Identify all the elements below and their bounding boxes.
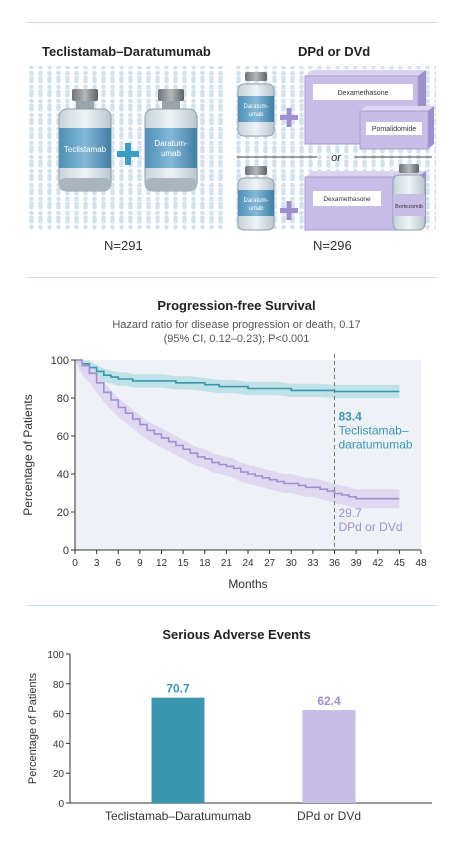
pfs-x-tick-label: 33 bbox=[307, 558, 319, 569]
or-label: or bbox=[331, 152, 342, 164]
pfs-dpd-value-label: 29.7 bbox=[339, 506, 363, 520]
vial-daratumumab-label-1: Daratum- bbox=[154, 139, 188, 148]
pfs-y-tick-label: 40 bbox=[57, 469, 69, 481]
vial-daratumumab-label-2: umab bbox=[161, 149, 182, 158]
sae-y-tick-label: 100 bbox=[47, 650, 64, 661]
small-vial-top-label-2: umab bbox=[248, 112, 264, 118]
right-arm-title: DPd or DVd bbox=[298, 44, 371, 59]
divider-1 bbox=[27, 277, 437, 278]
sae-bar-teclistamab bbox=[151, 697, 205, 803]
sae-chart: 0 20 40 60 80 100 Percentage of Patients 70.7 Te… bbox=[27, 650, 432, 823]
sae-y-axis-label: Percentage of Patients bbox=[27, 672, 39, 784]
pfs-x-tick-label: 15 bbox=[178, 558, 190, 569]
box-dexamethasone-top-label: Dexamethasone bbox=[338, 90, 389, 97]
sae-y-tick-label: 40 bbox=[53, 739, 65, 750]
pfs-ci-band-teclistamab bbox=[75, 360, 400, 399]
small-vial-bottom-label-2: umab bbox=[248, 206, 264, 212]
pfs-x-tick-label: 30 bbox=[286, 558, 298, 569]
pfs-x-axis-label: Months bbox=[228, 577, 267, 591]
sae-category-label-teclistamab: Teclistamab–Daratumumab bbox=[105, 809, 251, 823]
treatment-arms-illustration: Teclistamab Daratum- umab Daratum- umab … bbox=[27, 66, 436, 231]
pfs-x-tick-label: 42 bbox=[372, 558, 384, 569]
pfs-y-axis-label: Percentage of Patients bbox=[21, 394, 35, 515]
pfs-subtitle-1: Hazard ratio for disease progression or … bbox=[112, 319, 361, 331]
pfs-line-dpd-dvd bbox=[75, 359, 400, 500]
pfs-x-tick-label: 39 bbox=[351, 558, 363, 569]
pfs-x-tick-label: 6 bbox=[115, 558, 121, 569]
pfs-x-tick-label: 9 bbox=[137, 558, 143, 569]
pfs-teclistamab-name-line1: Teclistamab– bbox=[339, 424, 409, 438]
pfs-chart-title: Progression-free Survival bbox=[157, 298, 316, 313]
pfs-y-tick-label: 80 bbox=[57, 393, 69, 405]
sae-value-label-teclistamab: 70.7 bbox=[166, 682, 190, 696]
pfs-line-teclistamab bbox=[75, 359, 400, 393]
sae-y-tick-label: 20 bbox=[53, 769, 65, 780]
sae-chart-title: Serious Adverse Events bbox=[162, 627, 311, 642]
sae-value-label-dpd-dvd: 62.4 bbox=[317, 694, 341, 708]
pfs-x-tick-label: 0 bbox=[72, 558, 78, 569]
sae-y-tick-label: 60 bbox=[53, 710, 65, 721]
small-vial-bottom-label-1: Daratum- bbox=[243, 198, 268, 204]
vial-daratumumab-small-bottom bbox=[237, 166, 275, 231]
pfs-ci-band-dpd-dvd bbox=[75, 360, 400, 509]
pfs-teclistamab-value-label: 83.4 bbox=[339, 410, 363, 424]
vial-bortezomib bbox=[392, 164, 426, 231]
sae-category-label-dpd-dvd: DPd or DVd bbox=[297, 809, 361, 823]
pfs-x-tick-label: 3 bbox=[94, 558, 100, 569]
sae-y-tick-label: 80 bbox=[53, 680, 65, 691]
sae-y-tick-label: 0 bbox=[58, 799, 64, 810]
pfs-y-tick-label: 0 bbox=[63, 545, 69, 557]
vial-daratumumab bbox=[144, 89, 198, 192]
pfs-x-tick-label: 18 bbox=[199, 558, 211, 569]
pfs-x-tick-label: 21 bbox=[221, 558, 233, 569]
pfs-y-tick-label: 60 bbox=[57, 431, 69, 443]
box-dexamethasone-bottom-label: Dexamethasone bbox=[323, 196, 371, 203]
vial-teclistamab-label: Teclistamab bbox=[64, 145, 107, 154]
left-arm-n: N=291 bbox=[104, 238, 143, 253]
vial-bortezomib-label: Bortezomib bbox=[395, 204, 423, 210]
plus-icon bbox=[117, 143, 139, 165]
pfs-x-tick-label: 12 bbox=[156, 558, 168, 569]
pfs-teclistamab-name-line2: daratumumab bbox=[339, 438, 413, 452]
pfs-y-tick-label: 100 bbox=[51, 355, 69, 367]
left-arm-title: Teclistamab–Daratumumab bbox=[42, 44, 211, 59]
small-vial-top-label-1: Daratum- bbox=[243, 104, 268, 110]
box-pomalidomide-label: Pomalidomide bbox=[372, 126, 416, 133]
pfs-x-tick-label: 27 bbox=[264, 558, 276, 569]
pfs-dpd-name-label: DPd or DVd bbox=[339, 520, 403, 534]
plus-icon-lavender-top bbox=[280, 108, 298, 127]
pfs-y-tick-label: 20 bbox=[57, 507, 69, 519]
pfs-x-tick-label: 48 bbox=[415, 558, 427, 569]
sae-bar-dpd-dvd bbox=[302, 710, 356, 803]
top-divider bbox=[27, 22, 437, 23]
pfs-subtitle-2: (95% CI, 0.12–0.23); P<0.001 bbox=[163, 333, 310, 345]
vial-daratumumab-small-top bbox=[237, 72, 275, 137]
pfs-x-tick-label: 45 bbox=[394, 558, 406, 569]
box-pomalidomide bbox=[359, 106, 434, 150]
plus-icon-lavender-bottom bbox=[280, 201, 298, 220]
divider-2 bbox=[27, 605, 437, 606]
pfs-x-tick-label: 24 bbox=[242, 558, 254, 569]
right-arm-n: N=296 bbox=[313, 238, 352, 253]
vial-teclistamab bbox=[58, 89, 112, 192]
pfs-x-tick-label: 36 bbox=[329, 558, 341, 569]
